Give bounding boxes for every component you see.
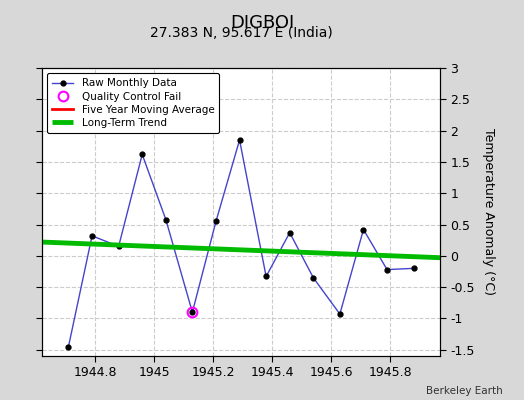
Raw Monthly Data [115,244,122,249]
Raw Monthly Data [361,227,367,232]
Raw Monthly Data [66,344,72,349]
Raw Monthly Data [213,219,219,224]
Raw Monthly Data [287,230,293,235]
Raw Monthly Data [337,312,343,316]
Raw Monthly Data [410,266,417,271]
Line: Raw Monthly Data: Raw Monthly Data [66,138,416,349]
Text: DIGBOI: DIGBOI [230,14,294,32]
Raw Monthly Data [189,310,195,314]
Legend: Raw Monthly Data, Quality Control Fail, Five Year Moving Average, Long-Term Tren: Raw Monthly Data, Quality Control Fail, … [47,73,220,133]
Title: 27.383 N, 95.617 E (India): 27.383 N, 95.617 E (India) [150,26,332,40]
Raw Monthly Data [236,138,243,142]
Raw Monthly Data [162,217,169,222]
Raw Monthly Data [89,233,95,238]
Y-axis label: Temperature Anomaly (°C): Temperature Anomaly (°C) [482,128,495,296]
Raw Monthly Data [310,275,316,280]
Text: Berkeley Earth: Berkeley Earth [427,386,503,396]
Raw Monthly Data [139,152,145,157]
Raw Monthly Data [384,267,390,272]
Raw Monthly Data [263,274,269,279]
